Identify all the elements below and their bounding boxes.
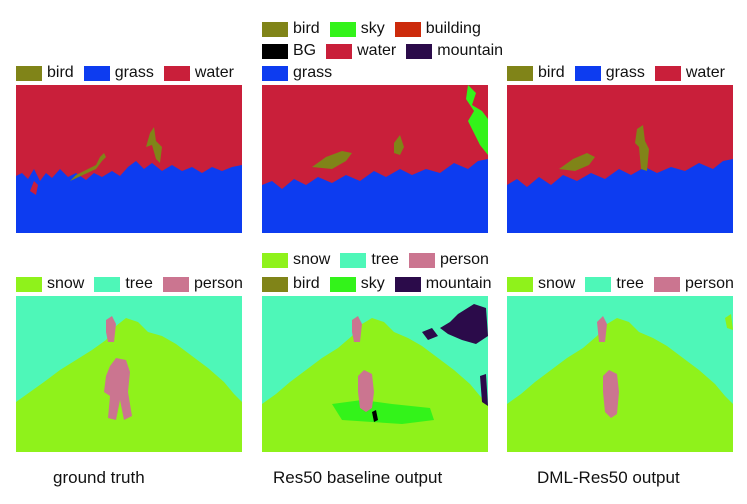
legend-item-water: water <box>654 64 725 82</box>
legend-item-snow: snow <box>507 275 575 293</box>
legend-label-bird: bird <box>538 64 565 81</box>
legend-swatch-grass <box>262 65 288 81</box>
legend-swatch-person <box>653 276 680 292</box>
segmentation-map-bird-baseline <box>262 85 488 233</box>
legend-item-tree: tree <box>585 275 644 293</box>
legend-label-mountain: mountain <box>437 42 504 59</box>
legend-label-grass: grass <box>605 64 645 81</box>
legend-swatch-bird <box>262 21 288 37</box>
legend-label-grass: grass <box>114 64 154 81</box>
legend-swatch-grass <box>83 65 110 81</box>
legend-item-bird: bird <box>262 20 320 38</box>
segmentation-map-bird-dml <box>507 85 733 233</box>
legend-item-sky: sky <box>329 275 385 293</box>
legend-label-tree: tree <box>616 275 644 292</box>
segmentation-map-snow-baseline <box>262 296 488 452</box>
legend-label-person: person <box>684 275 734 292</box>
legend-row2-baseline-a: snow tree person <box>262 250 499 270</box>
caption-ground-truth: ground truth <box>53 468 145 487</box>
legend-label-water: water <box>194 64 234 81</box>
legend-label-water: water <box>685 64 725 81</box>
legend-label-sky: sky <box>360 275 385 292</box>
caption-dml: DML-Res50 output <box>537 468 680 487</box>
legend-label-tree: tree <box>371 251 399 268</box>
legend-swatch-tree <box>94 276 121 292</box>
legend-item-snow: snow <box>16 275 84 293</box>
legend-swatch-snow <box>262 252 288 268</box>
legend-item-water: water <box>163 64 234 82</box>
legend-label-snow: snow <box>538 275 576 292</box>
legend-item-snow: snow <box>262 251 330 269</box>
legend-label-sky: sky <box>360 20 385 37</box>
legend-swatch-tree <box>340 252 367 268</box>
legend-row1-ground-truth: bird grass water <box>16 63 244 83</box>
legend-swatch-mountain <box>406 43 433 59</box>
legend-label-person: person <box>439 251 489 268</box>
legend-item-bird: bird <box>16 64 74 82</box>
legend-item-grass: grass <box>83 64 154 82</box>
legend-row1-dml: bird grass water <box>507 63 735 83</box>
legend-swatch-grass <box>574 65 601 81</box>
legend-row2-ground-truth: snow tree person <box>16 274 253 294</box>
legend-item-grass: grass <box>574 64 645 82</box>
legend-label-water: water <box>357 42 397 59</box>
caption-baseline: Res50 baseline output <box>273 468 443 487</box>
legend-item-person: person <box>653 275 734 293</box>
legend-item-mountain: mountain <box>406 42 503 60</box>
legend-swatch-person <box>408 252 435 268</box>
legend-swatch-tree <box>585 276 612 292</box>
legend-swatch-water <box>163 65 190 81</box>
legend-swatch-bird <box>16 65 42 81</box>
legend-label-bird: bird <box>47 64 74 81</box>
legend-item-building: building <box>394 20 481 38</box>
legend-label-bird: bird <box>293 20 320 37</box>
legend-item-tree: tree <box>340 251 399 269</box>
legend-item-tree: tree <box>94 275 153 293</box>
legend-swatch-bird <box>262 276 288 292</box>
legend-swatch-water <box>654 65 681 81</box>
legend-row1-baseline-c: grass <box>262 63 342 83</box>
legend-row1-baseline-b: BG water mountain <box>262 41 513 61</box>
legend-item-grass: grass <box>262 64 332 82</box>
legend-label-person: person <box>193 275 243 292</box>
legend-item-sky: sky <box>329 20 385 38</box>
legend-label-snow: snow <box>47 275 85 292</box>
legend-label-tree: tree <box>125 275 153 292</box>
segmentation-map-snow-ground-truth <box>16 296 242 452</box>
legend-row2-dml: snow tree person <box>507 274 744 294</box>
legend-item-bg: BG <box>262 42 316 60</box>
legend-item-bird: bird <box>262 275 320 293</box>
segmentation-map-snow-dml <box>507 296 733 452</box>
legend-label-building: building <box>425 20 481 37</box>
legend-swatch-mountain <box>394 276 421 292</box>
legend-row1-baseline-a: bird sky building <box>262 19 491 39</box>
legend-item-person: person <box>408 251 489 269</box>
legend-item-bird: bird <box>507 64 565 82</box>
legend-swatch-building <box>394 21 421 37</box>
legend-item-mountain: mountain <box>394 275 492 293</box>
legend-item-water: water <box>326 42 396 60</box>
segmentation-map-bird-ground-truth <box>16 85 242 233</box>
legend-swatch-sky <box>329 21 356 37</box>
legend-swatch-water <box>326 43 353 59</box>
legend-label-bg: BG <box>293 42 317 59</box>
legend-swatch-snow <box>507 276 533 292</box>
legend-swatch-snow <box>16 276 42 292</box>
legend-item-person: person <box>162 275 243 293</box>
legend-swatch-sky <box>329 276 356 292</box>
legend-label-snow: snow <box>293 251 331 268</box>
legend-row2-baseline-b: bird sky mountain <box>262 274 502 294</box>
legend-label-grass: grass <box>293 64 333 81</box>
legend-swatch-person <box>162 276 189 292</box>
legend-swatch-bg <box>262 43 288 59</box>
legend-label-mountain: mountain <box>425 275 492 292</box>
legend-label-bird: bird <box>293 275 320 292</box>
legend-swatch-bird <box>507 65 533 81</box>
